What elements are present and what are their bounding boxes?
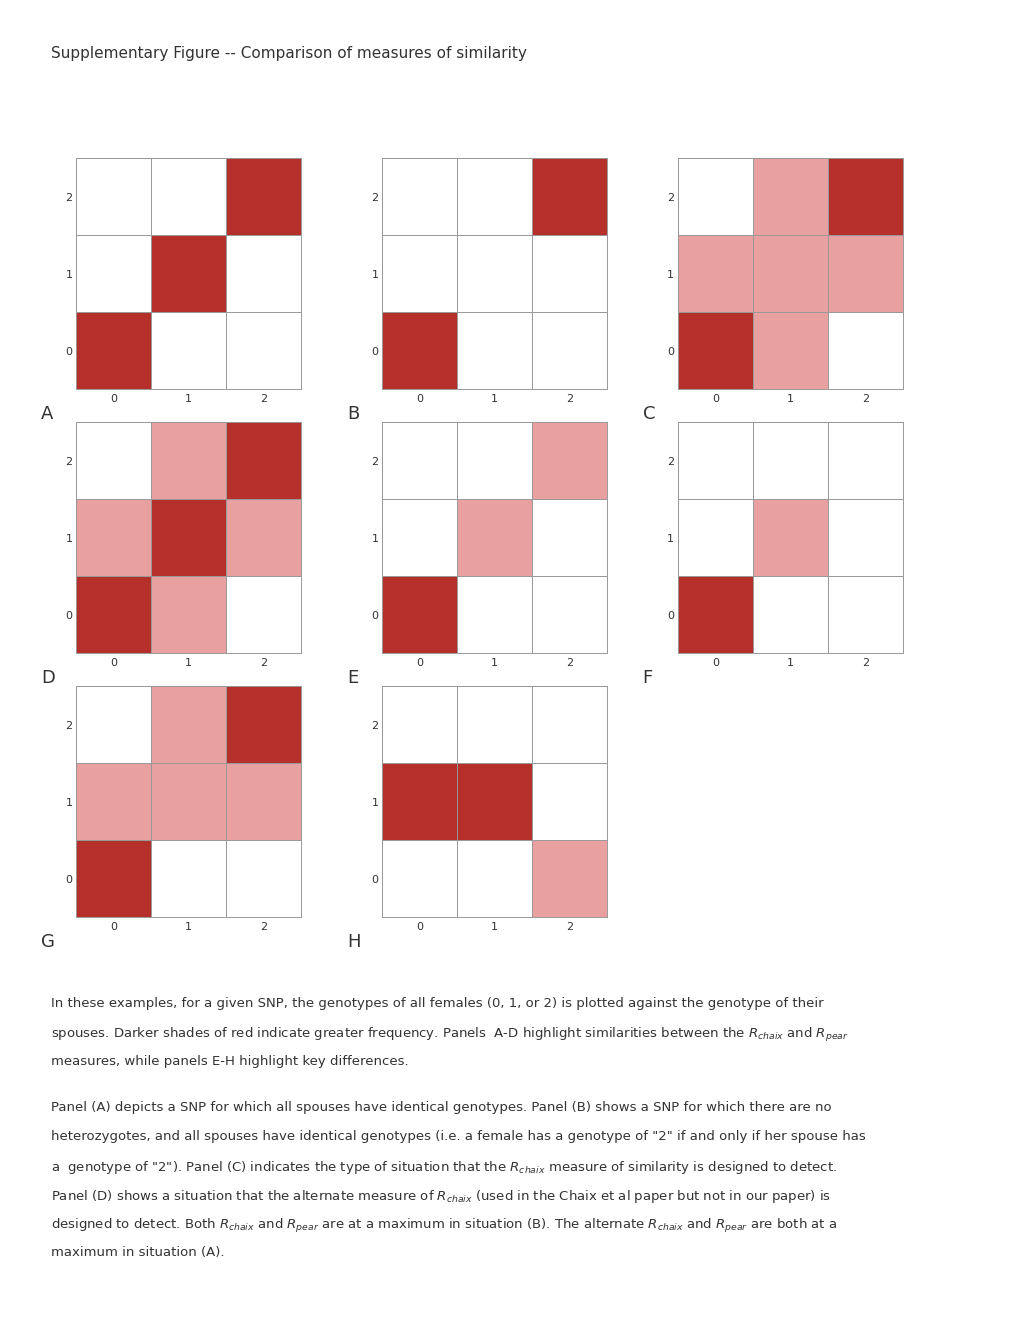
Text: F: F [642,669,652,688]
Bar [382,499,457,577]
Bar [678,577,752,653]
Text: H: H [346,933,360,952]
Bar [827,577,902,653]
Bar [457,841,532,917]
Text: measures, while panels E-H highlight key differences.: measures, while panels E-H highlight key… [51,1055,409,1068]
Bar [752,422,827,499]
Bar [532,313,606,389]
Bar [226,499,301,577]
Bar [457,158,532,235]
Bar [382,158,457,235]
Bar [151,313,226,389]
Bar [457,313,532,389]
Bar [226,422,301,499]
Bar [226,158,301,235]
Text: G: G [41,933,55,952]
Bar [76,763,151,841]
Bar [76,313,151,389]
Text: In these examples, for a given SNP, the genotypes of all females (0, 1, or 2) is: In these examples, for a given SNP, the … [51,997,822,1010]
Bar [382,235,457,313]
Bar [752,499,827,577]
Bar [457,686,532,763]
Bar [382,577,457,653]
Bar [827,422,902,499]
Bar [827,235,902,313]
Bar [151,841,226,917]
Bar [151,158,226,235]
Text: C: C [642,405,654,424]
Bar [532,422,606,499]
Bar [457,499,532,577]
Text: B: B [346,405,359,424]
Bar [382,763,457,841]
Bar [226,841,301,917]
Bar [532,763,606,841]
Text: maximum in situation (A).: maximum in situation (A). [51,1246,224,1259]
Text: designed to detect. Both $R_{chaix}$ and $R_{pear}$ are at a maximum in situatio: designed to detect. Both $R_{chaix}$ and… [51,1217,837,1236]
Bar [678,235,752,313]
Bar [827,499,902,577]
Bar [226,686,301,763]
Bar [151,577,226,653]
Bar [532,577,606,653]
Bar [76,422,151,499]
Text: Supplementary Figure -- Comparison of measures of similarity: Supplementary Figure -- Comparison of me… [51,46,527,61]
Text: A: A [41,405,53,424]
Bar [532,158,606,235]
Bar [532,499,606,577]
Bar [752,235,827,313]
Bar [457,763,532,841]
Bar [226,313,301,389]
Bar [457,235,532,313]
Bar [151,422,226,499]
Bar [76,499,151,577]
Bar [532,235,606,313]
Bar [532,686,606,763]
Text: a  genotype of "2"). Panel (C) indicates the type of situation that the $R_{chai: a genotype of "2"). Panel (C) indicates … [51,1159,837,1176]
Bar [151,235,226,313]
Bar [151,686,226,763]
Bar [678,313,752,389]
Bar [752,158,827,235]
Bar [532,841,606,917]
Bar [151,499,226,577]
Text: Panel (D) shows a situation that the alternate measure of $R_{chaix}$ (used in t: Panel (D) shows a situation that the alt… [51,1188,830,1205]
Text: spouses. Darker shades of red indicate greater frequency. Panels  A-D highlight : spouses. Darker shades of red indicate g… [51,1026,848,1044]
Bar [226,235,301,313]
Bar [827,313,902,389]
Bar [678,158,752,235]
Bar [76,235,151,313]
Bar [76,686,151,763]
Text: D: D [41,669,55,688]
Bar [382,841,457,917]
Bar [457,422,532,499]
Bar [752,313,827,389]
Bar [457,577,532,653]
Bar [678,422,752,499]
Bar [76,158,151,235]
Text: Panel (A) depicts a SNP for which all spouses have identical genotypes. Panel (B: Panel (A) depicts a SNP for which all sp… [51,1101,830,1114]
Bar [678,499,752,577]
Bar [382,686,457,763]
Bar [226,577,301,653]
Bar [226,763,301,841]
Text: E: E [346,669,358,688]
Bar [752,577,827,653]
Bar [382,313,457,389]
Bar [827,158,902,235]
Bar [76,841,151,917]
Bar [151,763,226,841]
Text: heterozygotes, and all spouses have identical genotypes (i.e. a female has a gen: heterozygotes, and all spouses have iden… [51,1130,865,1143]
Bar [382,422,457,499]
Bar [76,577,151,653]
